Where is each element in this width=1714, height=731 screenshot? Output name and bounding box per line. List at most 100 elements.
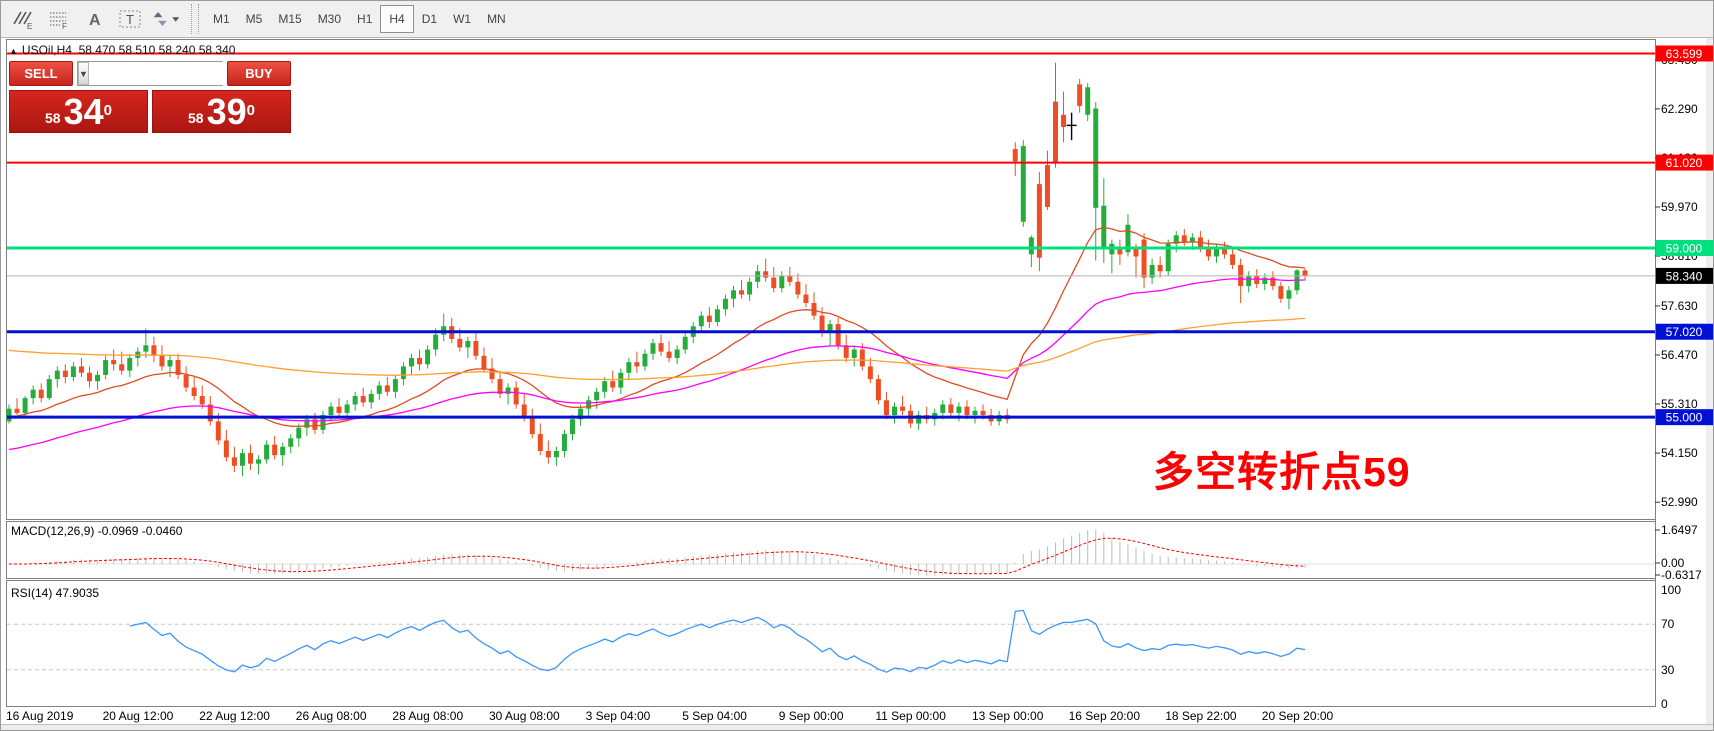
candle-body	[175, 360, 181, 375]
time-axis-label: 13 Sep 00:00	[972, 709, 1044, 723]
candle-body	[706, 315, 712, 323]
price-badge-label: 57.020	[1666, 325, 1703, 339]
macd-axis-label: -0.6317	[1661, 568, 1702, 582]
price-badge-label: 63.599	[1666, 47, 1703, 61]
candle-body	[1270, 277, 1276, 287]
timeframe-button-M1[interactable]: M1	[213, 12, 230, 26]
candle-body	[1020, 146, 1026, 222]
buy-button[interactable]: BUY	[227, 61, 291, 86]
candle-body	[392, 379, 398, 392]
candle-body	[594, 391, 600, 401]
candle-body	[722, 298, 728, 310]
candle-body	[497, 379, 503, 394]
candle-body	[827, 324, 833, 333]
svg-text:A: A	[89, 12, 101, 29]
time-axis-label: 22 Aug 12:00	[199, 709, 270, 723]
rsi-label: RSI(14) 47.9035	[11, 586, 99, 600]
time-axis-label: 3 Sep 04:00	[586, 709, 651, 723]
candle-body	[883, 400, 889, 416]
candle-body	[191, 387, 197, 397]
rsi-axis-label: 0	[1661, 697, 1668, 711]
candle-body	[1149, 264, 1155, 278]
macd-axis-label: 0.00	[1661, 556, 1685, 570]
chart-edit-icon[interactable]: E	[7, 5, 37, 33]
timeframe-button-M15[interactable]: M15	[278, 12, 302, 26]
time-axis-label: 5 Sep 04:00	[682, 709, 747, 723]
candle-body	[1246, 275, 1252, 287]
candle-body	[875, 379, 881, 401]
timeframe-button-MN[interactable]: MN	[487, 12, 506, 26]
candle-body	[634, 362, 640, 367]
buy-price-prefix: 58	[188, 110, 204, 126]
price-tick-label: 59.970	[1661, 200, 1698, 214]
candle-body	[1085, 87, 1091, 115]
symbol-label: USOil,H4	[21, 43, 72, 57]
candle-body	[223, 440, 229, 458]
candle-body	[344, 404, 350, 413]
price-badge	[1656, 323, 1713, 340]
toolbar: E F A T	[1, 1, 1713, 38]
candle-body	[682, 336, 688, 350]
candle-body	[215, 421, 221, 441]
candle-body	[843, 345, 849, 358]
ma-line-slow	[8, 317, 1306, 381]
time-axis-label: 30 Aug 08:00	[489, 709, 560, 723]
candle-body	[320, 415, 326, 430]
candle-body	[425, 349, 431, 365]
candle-body	[103, 360, 109, 375]
timeframe-button-H4[interactable]: H4	[380, 5, 414, 33]
candle-body	[948, 404, 954, 413]
candle-body	[602, 381, 608, 392]
timeframe-button-M30[interactable]: M30	[317, 12, 342, 26]
candle-body	[795, 281, 801, 295]
candle-body	[521, 404, 527, 418]
text-box-icon[interactable]: T	[115, 5, 145, 33]
symbol-header: ▲ USOil,H4 58.470 58.510 58.240 58.340	[9, 43, 235, 57]
price-badge	[1656, 409, 1713, 426]
candle-body	[1117, 248, 1123, 255]
sell-button[interactable]: SELL	[9, 61, 73, 86]
text-label-icon[interactable]: A	[79, 5, 109, 33]
candle-body	[1173, 235, 1179, 244]
price-chart[interactable]: 63.45062.29061.13059.97058.81057.63056.4…	[1, 38, 1714, 731]
grid-icon[interactable]: F	[43, 5, 73, 33]
candle-body	[1133, 248, 1139, 257]
ma-line-fast	[8, 226, 1306, 428]
candle-body	[1028, 237, 1034, 255]
rsi-axis-label: 100	[1661, 583, 1681, 597]
timeframe-button-D1[interactable]: D1	[421, 12, 438, 26]
chart-annotation-text[interactable]: 多空转折点59	[1153, 449, 1411, 495]
price-badge-label: 61.020	[1666, 156, 1703, 170]
candle-body	[618, 372, 624, 388]
buy-price-panel[interactable]: 58 39 0	[152, 90, 291, 133]
candle-body	[151, 345, 157, 356]
candle-body	[1061, 114, 1067, 128]
candle-body	[763, 271, 769, 278]
candle-body	[280, 446, 286, 456]
candle-body	[1165, 243, 1171, 272]
timeframe-button-W1[interactable]: W1	[453, 12, 472, 26]
candle-body	[1125, 224, 1131, 253]
timeframe-button-H1[interactable]: H1	[357, 12, 373, 26]
candle-body	[119, 364, 125, 371]
time-axis-label: 11 Sep 00:00	[875, 709, 946, 723]
volume-decrease-button[interactable]: ▼	[78, 62, 89, 85]
candle-body	[1286, 290, 1292, 299]
candle-body	[264, 444, 270, 460]
arrows-tool-icon[interactable]	[151, 5, 181, 33]
candle-body	[457, 338, 463, 348]
candle-body	[54, 370, 60, 380]
time-axis-label: 28 Aug 08:00	[392, 709, 463, 723]
collapse-panel-icon[interactable]: ▲	[9, 46, 18, 56]
candle-body	[819, 315, 825, 333]
candle-body	[304, 419, 310, 428]
candle-body	[409, 357, 414, 367]
panes-layer	[6, 38, 1713, 730]
candle-body	[70, 366, 76, 377]
time-axis-label: 18 Sep 22:00	[1165, 709, 1237, 723]
timeframe-button-M5[interactable]: M5	[245, 12, 263, 26]
sell-price-panel[interactable]: 58 34 0	[9, 90, 148, 133]
candle-body	[980, 410, 986, 416]
candle-body	[586, 400, 592, 409]
